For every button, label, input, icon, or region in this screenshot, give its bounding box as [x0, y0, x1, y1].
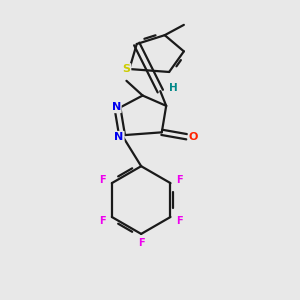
Text: S: S: [122, 64, 130, 74]
Text: N: N: [115, 132, 124, 142]
Text: H: H: [169, 83, 178, 93]
Text: F: F: [99, 215, 106, 226]
Text: F: F: [177, 175, 183, 184]
Text: O: O: [189, 132, 198, 142]
Text: F: F: [138, 238, 145, 248]
Text: N: N: [112, 102, 121, 112]
Text: F: F: [99, 175, 106, 184]
Text: F: F: [177, 215, 183, 226]
